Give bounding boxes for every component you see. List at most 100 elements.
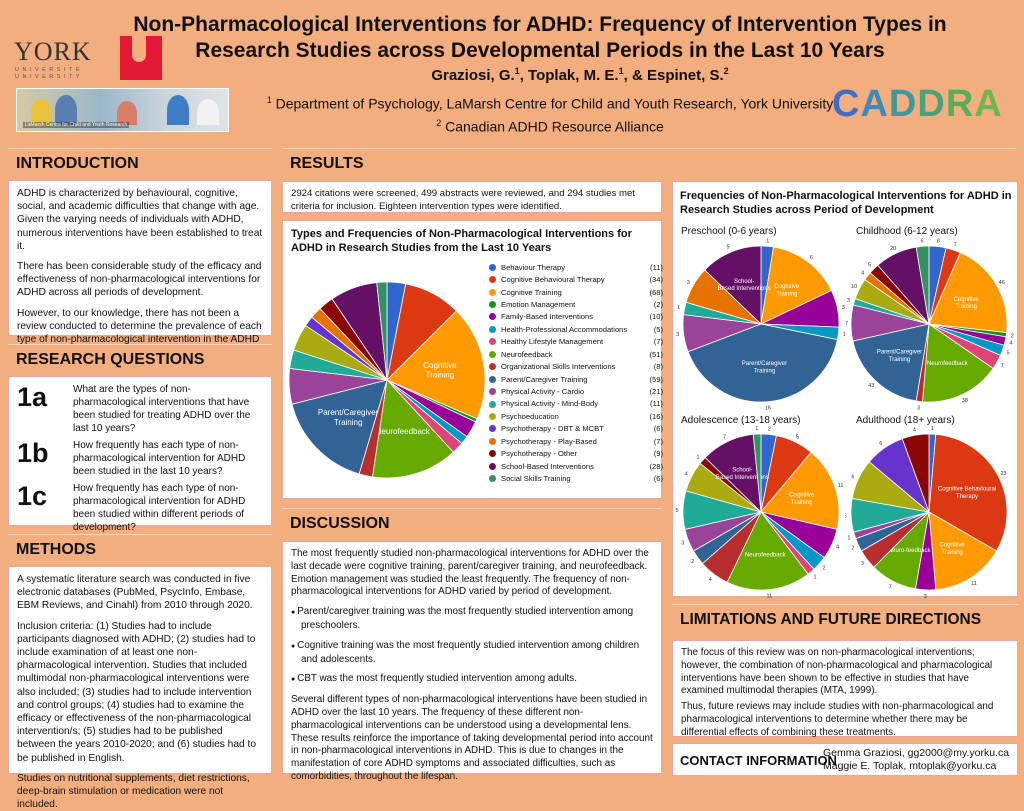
slice-value-label: 6	[921, 238, 924, 244]
legend-count: (21)	[649, 387, 663, 396]
legend-item: Neurofeedback (51)	[489, 348, 663, 360]
legend-label: Physical Activity - Mind-Body	[501, 399, 599, 409]
slice-value-label: 6	[879, 441, 882, 447]
legend-swatch-icon	[489, 475, 496, 483]
limitations-body: The focus of this review was on non-phar…	[672, 640, 1018, 738]
legend-item: Psychoeducation (16)	[489, 410, 663, 422]
legend-label: Health-Professional Accommodations	[501, 324, 628, 334]
legend-swatch-icon	[489, 412, 496, 420]
slice-value-label: 3	[847, 298, 850, 304]
legend-item: Healthy Lifestyle Management (7)	[489, 336, 663, 348]
legend-count: (51)	[649, 349, 663, 359]
slice-value-label: 3	[687, 280, 690, 286]
legend-item: Physical Activity - Cardio (21)	[489, 385, 663, 397]
caddra-logo: CADDRA	[832, 83, 1003, 125]
legend-swatch-icon	[489, 437, 496, 445]
slice-value-label: 1	[766, 238, 769, 244]
results-summary: 2924 citations were screened, 499 abstra…	[282, 181, 662, 213]
slice-value-label: 7	[723, 434, 726, 440]
legend-swatch-icon	[489, 375, 496, 383]
adolescence-label: Adolescence (13-18 years)	[681, 415, 801, 426]
slice-category-label: Neuro-feedback	[888, 548, 932, 554]
legend-count: (6)	[653, 424, 663, 434]
legend-count: (7)	[653, 337, 663, 347]
contact-line: Maggie E. Toplak, mtoplak@yorku.ca	[823, 760, 997, 772]
legend-item: Cognitive Behavioural Therapy (34)	[489, 273, 663, 285]
contact-details: Gemma Graziosi, gg2000@my.yorku.ca Maggi…	[823, 747, 1009, 773]
legend-swatch-icon	[489, 363, 496, 371]
period-chart-title: Frequencies of Non-Pharmacological Inter…	[680, 190, 1012, 216]
slice-value-label: 3	[924, 594, 927, 598]
intro-paragraph: ADHD is characterized by behavioural, co…	[17, 188, 263, 252]
legend-label: Emotion Management	[501, 299, 576, 309]
pie-slice	[386, 310, 486, 420]
legend-item: Physical Activity - Mind-Body (11)	[489, 398, 663, 410]
slice-value-label: 5	[675, 508, 678, 514]
pie-slice	[376, 281, 388, 381]
slice-category-label: Parent/Caregiver	[877, 350, 922, 356]
pie-slice	[928, 252, 1008, 334]
slice-value-label: 10	[851, 284, 857, 290]
legend-swatch-icon	[489, 288, 496, 296]
slice-value-label: 16	[765, 406, 771, 412]
overall-chart-title: Types and Frequencies of Non-Pharmacolog…	[291, 228, 632, 254]
legend-label: Parent/Caregiver Training	[501, 374, 588, 384]
slice-value-label: 5	[796, 434, 799, 440]
legend-swatch-icon	[489, 276, 496, 284]
legend-count: (2)	[653, 299, 663, 309]
slice-category-label: Neurofeedback	[745, 553, 787, 559]
methods-heading: METHODS	[8, 534, 272, 562]
discussion-closing: Several different types of non-pharmacol…	[291, 694, 653, 782]
legend-item: Emotion Management (2)	[489, 298, 663, 310]
legend-swatch-icon	[489, 400, 496, 408]
pie-slice	[760, 451, 840, 530]
legend-swatch-icon	[489, 450, 496, 458]
adolescence-pie-chart: 2511CognitiveTraining42111Neurofeedback4…	[675, 426, 843, 598]
introduction-body: ADHD is characterized by behavioural, co…	[8, 180, 272, 371]
legend-count: (6)	[653, 474, 663, 484]
slice-value-label: 3	[917, 405, 920, 411]
lamarsh-photo: LaMarsh Centre for Child and Youth Resea…	[16, 88, 229, 132]
adulthood-label: Adulthood (18+ years)	[856, 415, 955, 426]
legend-label: Social Skills Training	[501, 474, 571, 484]
methods-paragraph: Studies on nutritional supplements, diet…	[17, 772, 250, 811]
slice-value-label: 1	[677, 305, 680, 311]
slice-value-label: 4	[685, 472, 688, 478]
overall-pie-chart-panel: Types and Frequencies of Non-Pharmacolog…	[282, 220, 663, 499]
discussion-intro: The most frequently studied non-pharmaco…	[291, 548, 649, 598]
period-pie-charts-panel: Frequencies of Non-Pharmacological Inter…	[672, 181, 1018, 598]
slice-value-label: 20	[890, 246, 896, 252]
slice-category-label: Training	[791, 500, 812, 506]
slice-value-label: 11	[767, 594, 773, 598]
limitations-paragraph: Thus, future reviews may include studies…	[681, 701, 994, 738]
legend-count: (28)	[649, 461, 663, 471]
legend-item: Psychotherapy - Other (9)	[489, 448, 663, 460]
slice-value-label: 1	[696, 454, 699, 460]
pie-slice	[760, 246, 833, 325]
introduction-heading: INTRODUCTION	[8, 148, 272, 176]
legend-label: Cognitive Behavioural Therapy	[501, 275, 605, 285]
legend-item: Organizational Skills Interventions (8)	[489, 361, 663, 373]
legend-item: School-Based Interventions (28)	[489, 460, 663, 472]
slice-category-label: Cognitive	[954, 297, 980, 303]
overall-pie-legend: Behaviour Therapy (11) Cognitive Behaviour…	[489, 261, 663, 485]
slice-value-label: 1	[843, 332, 845, 338]
slice-category-label: Neurofeedback	[927, 361, 969, 367]
legend-label: Healthy Lifestyle Management	[501, 337, 604, 347]
slice-value-label: 3	[681, 541, 684, 547]
slice-value-label: 1	[813, 574, 816, 580]
slice-value-label: 2	[822, 566, 825, 572]
discussion-bullet: Parent/caregiver training was the most f…	[291, 606, 653, 633]
slice-value-label: 46	[999, 280, 1005, 286]
limitations-heading: LIMITATIONS AND FUTURE DIRECTIONS	[672, 604, 1018, 634]
slice-value-label: 17	[845, 321, 848, 327]
legend-item: Social Skills Training (6)	[489, 472, 663, 484]
legend-swatch-icon	[489, 462, 496, 470]
slice-value-label: 4	[861, 270, 864, 276]
slice-value-label: 4	[1009, 340, 1012, 346]
childhood-pie-chart: 8746CognitiveTraining245738Neurofeedback…	[845, 238, 1014, 411]
contact-heading: CONTACT INFORMATION	[680, 753, 837, 768]
legend-label: Cognitive Training	[501, 287, 562, 297]
slice-value-label: 5	[868, 263, 871, 269]
legend-count: (9)	[653, 449, 663, 459]
